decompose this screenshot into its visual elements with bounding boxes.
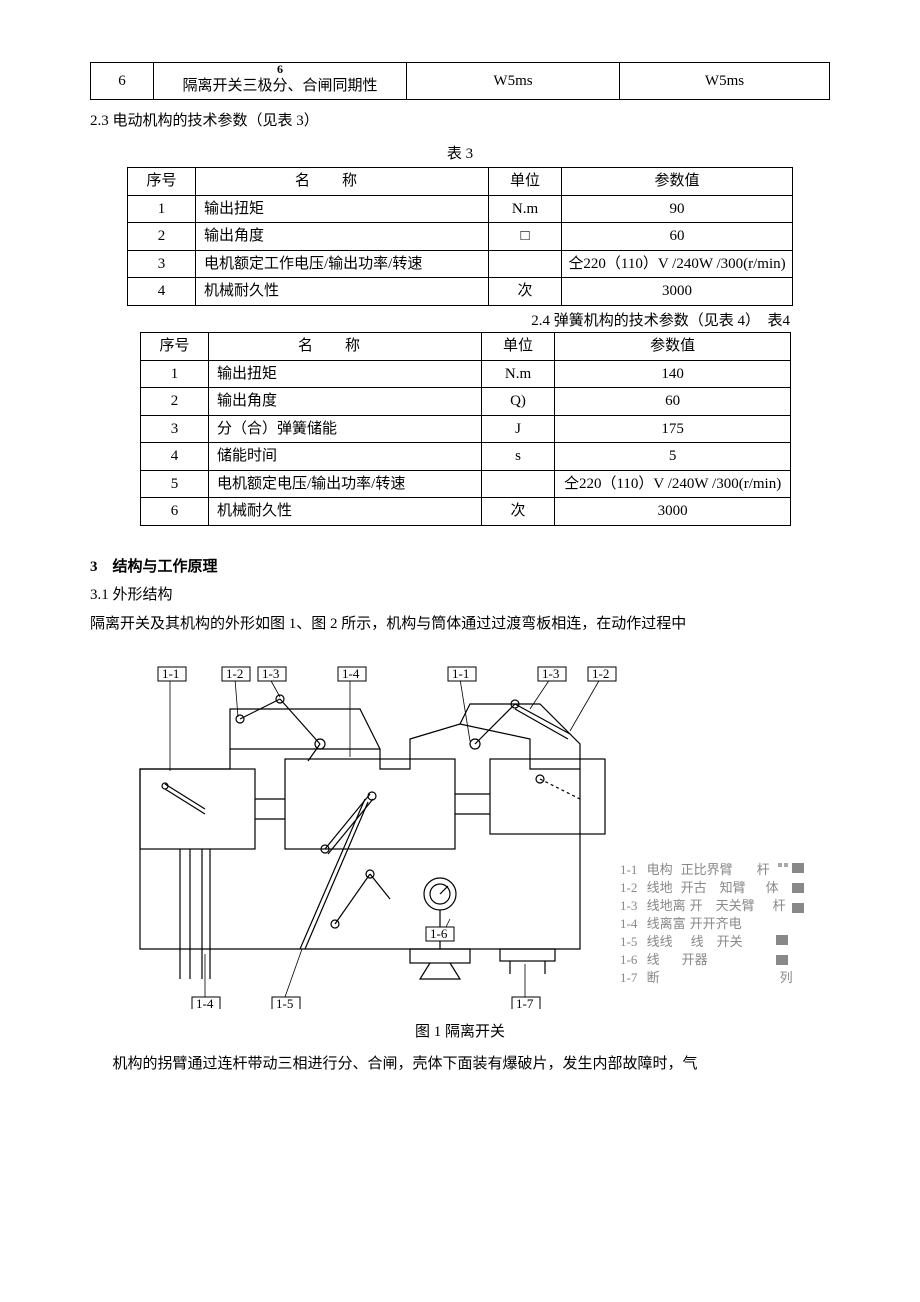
heading-2-3: 2.3 电动机构的技术参数（见表 3） (90, 110, 830, 133)
th: 序号 (128, 168, 196, 196)
th: 参数值 (555, 333, 791, 361)
cell: W5ms (620, 63, 830, 100)
table-3: 序号 名称 单位 参数值 1输出扭矩N.m90 2输出角度□60 3电机额定工作… (127, 167, 793, 306)
svg-text:1-5: 1-5 (276, 996, 293, 1009)
th: 名称 (196, 168, 489, 196)
th: 名称 (209, 333, 482, 361)
table-header-row: 序号 名称 单位 参数值 (141, 333, 791, 361)
svg-text:1-1 电构正比界臂杆: 1-1 电构正比界臂杆 (620, 862, 770, 877)
svg-text:1-5 线线线 开关: 1-5 线线线 开关 (620, 934, 743, 949)
svg-text:1-4: 1-4 (196, 996, 214, 1009)
figure-1-caption: 图 1 隔离开关 (90, 1021, 830, 1044)
svg-text:1-7 断列: 1-7 断列 (620, 970, 793, 985)
cell: W5ms (407, 63, 620, 100)
svg-text:1-6: 1-6 (430, 926, 448, 941)
cell: 6 隔离开关三极分、合闸同期性 (154, 63, 407, 100)
svg-text:1-3: 1-3 (542, 666, 559, 681)
th: 单位 (482, 333, 555, 361)
table4-note: 2.4 弹簧机构的技术参数（见表 4） 表4 (90, 310, 790, 333)
svg-text:1-3 线地离开 天关臂杆: 1-3 线地离开 天关臂杆 (620, 898, 786, 913)
svg-text:1-4: 1-4 (342, 666, 360, 681)
th: 参数值 (562, 168, 793, 196)
heading-3: 3 结构与工作原理 (90, 556, 830, 579)
paragraph: 机构的拐臂通过连杆带动三相进行分、合闸，壳体下面装有爆破片，发生内部故障时，气 (90, 1053, 830, 1076)
svg-text:1-7: 1-7 (516, 996, 534, 1009)
svg-text:1-1: 1-1 (162, 666, 179, 681)
svg-text:1-3: 1-3 (262, 666, 279, 681)
figure-svg: 1-1 1-2 1-3 1-4 1-1 1-3 1-2 1-4 1-5 1-6 … (110, 649, 810, 1009)
svg-text:1-6 线开器: 1-6 线开器 (620, 952, 708, 967)
table3-caption: 表 3 (90, 143, 830, 166)
heading-3-1: 3.1 外形结构 (90, 584, 830, 607)
figure-1: 1-1 1-2 1-3 1-4 1-1 1-3 1-2 1-4 1-5 1-6 … (110, 649, 830, 1017)
table-4: 序号 名称 单位 参数值 1输出扭矩N.m140 2输出角度Q)60 3分（合）… (140, 332, 791, 526)
th: 序号 (141, 333, 209, 361)
svg-text:1-2: 1-2 (592, 666, 609, 681)
svg-text:1-2 线地开古 知臂体: 1-2 线地开古 知臂体 (620, 880, 779, 895)
paragraph: 隔离开关及其机构的外形如图 1、图 2 所示，机构与筒体通过过渡弯板相连，在动作… (90, 613, 830, 636)
cell: 6 (91, 63, 154, 100)
top-table: 6 6 隔离开关三极分、合闸同期性 W5ms W5ms (90, 62, 830, 100)
svg-text:1-2: 1-2 (226, 666, 243, 681)
th: 单位 (489, 168, 562, 196)
svg-text:1-4 线离富开开齐电: 1-4 线离富开开齐电 (620, 916, 742, 931)
svg-text:1-1: 1-1 (452, 666, 469, 681)
table-header-row: 序号 名称 单位 参数值 (128, 168, 793, 196)
